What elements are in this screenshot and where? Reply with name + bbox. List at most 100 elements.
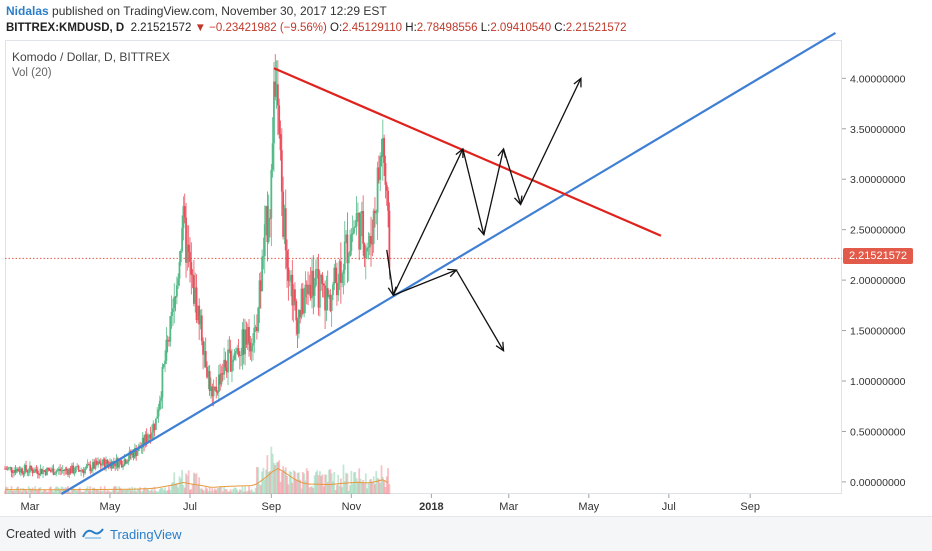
volume-bar bbox=[261, 471, 264, 494]
candle-body bbox=[124, 459, 127, 464]
candle-body bbox=[353, 227, 355, 234]
candle-body bbox=[367, 247, 370, 249]
volume-bar bbox=[119, 487, 122, 494]
volume-bar bbox=[371, 481, 374, 494]
candle-body bbox=[263, 224, 266, 256]
chart-pane[interactable] bbox=[5, 40, 842, 494]
candle-body bbox=[23, 465, 26, 475]
candle-body bbox=[76, 466, 79, 467]
volume-bar bbox=[77, 488, 80, 494]
resistance-trendline[interactable] bbox=[273, 67, 662, 237]
volume-bar bbox=[72, 487, 75, 494]
volume-bar bbox=[124, 490, 127, 494]
candle-body bbox=[250, 345, 253, 352]
volume-bar bbox=[278, 460, 281, 494]
projection-arrow-head bbox=[573, 76, 582, 88]
candle-body bbox=[122, 465, 124, 468]
candle-body bbox=[84, 468, 86, 474]
volume-bar bbox=[101, 491, 103, 494]
candle-body bbox=[195, 287, 198, 321]
y-tick-label: 0.50000000 bbox=[850, 426, 906, 438]
candle-body bbox=[52, 468, 55, 475]
volume-bar bbox=[202, 489, 204, 494]
volume-bar bbox=[5, 486, 8, 494]
volume-bar bbox=[199, 488, 202, 494]
volume-bar bbox=[44, 490, 47, 494]
volume-bar bbox=[375, 471, 378, 494]
high-label: H: bbox=[405, 22, 417, 34]
candle-body bbox=[93, 462, 96, 469]
volume-bar bbox=[152, 491, 155, 494]
volume-bar bbox=[141, 490, 144, 494]
volume-bar bbox=[381, 477, 384, 494]
volume-bar bbox=[84, 490, 86, 494]
candle-body bbox=[61, 469, 64, 471]
volume-bar bbox=[128, 487, 131, 494]
last-price: 2.21521572 bbox=[130, 22, 192, 34]
candle-body bbox=[363, 243, 366, 259]
candle-body bbox=[39, 468, 42, 476]
volume-bar bbox=[85, 488, 88, 494]
volume-bar bbox=[26, 491, 29, 494]
candle-body bbox=[275, 84, 278, 97]
candle-body bbox=[170, 311, 173, 317]
volume-bar bbox=[377, 478, 380, 494]
candle-body bbox=[355, 213, 358, 227]
volume-bar bbox=[279, 481, 282, 494]
volume-bar bbox=[223, 487, 225, 494]
volume-bar bbox=[305, 468, 308, 494]
volume-bar bbox=[200, 488, 203, 494]
close-label: C: bbox=[554, 22, 566, 34]
candle-body bbox=[73, 471, 76, 474]
y-tick-label: 1.00000000 bbox=[850, 376, 906, 388]
candle-body bbox=[32, 472, 35, 474]
publish-line: Nidalas published on TradingView.com, No… bbox=[6, 4, 387, 18]
x-tick-label: Sep bbox=[262, 501, 282, 513]
candle-body bbox=[282, 191, 285, 237]
volume-bar bbox=[320, 475, 323, 494]
volume-bar bbox=[351, 483, 354, 494]
candle-body bbox=[334, 267, 337, 283]
candle-body bbox=[72, 465, 75, 474]
volume-bar bbox=[157, 491, 160, 494]
open-label: O: bbox=[330, 22, 343, 34]
volume-bar bbox=[139, 487, 142, 494]
volume-bar bbox=[215, 490, 218, 494]
volume-bar bbox=[130, 490, 132, 494]
volume-bar bbox=[15, 487, 18, 494]
volume-bar bbox=[258, 484, 261, 494]
candle-body bbox=[71, 465, 73, 474]
volume-bar bbox=[212, 490, 215, 494]
volume-bar bbox=[161, 488, 164, 494]
price-chart[interactable]: 0.00000000 0.50000000 1.00000000 1.50000000… bbox=[0, 0, 932, 516]
volume-bar bbox=[242, 491, 245, 494]
candle-body bbox=[169, 316, 172, 342]
candle-body bbox=[326, 288, 329, 297]
candle-body bbox=[241, 329, 244, 356]
price-change: −0.23421982 (−9.56%) bbox=[209, 22, 327, 34]
volume-bar bbox=[131, 486, 134, 494]
volume-bar bbox=[334, 490, 337, 494]
volume-bar bbox=[174, 483, 177, 494]
volume-bar bbox=[185, 473, 187, 494]
candle-body bbox=[217, 374, 220, 393]
candle-body bbox=[370, 236, 372, 244]
candle-body bbox=[238, 355, 241, 357]
candle-body bbox=[22, 473, 25, 475]
candle-body bbox=[221, 373, 224, 375]
support-trendline[interactable] bbox=[60, 31, 837, 495]
candle-body bbox=[211, 386, 214, 397]
volume-bar bbox=[388, 484, 391, 494]
volume-bar bbox=[6, 487, 9, 494]
volume-bar bbox=[257, 467, 260, 494]
candle-body bbox=[300, 288, 303, 318]
candle-body bbox=[287, 267, 290, 281]
author-link[interactable]: Nidalas bbox=[6, 4, 49, 18]
volume-bar bbox=[48, 487, 51, 494]
candle-body bbox=[25, 465, 27, 471]
volume-bar bbox=[338, 485, 341, 494]
candle-body bbox=[133, 448, 136, 458]
tradingview-brand-link[interactable]: TradingView bbox=[110, 527, 182, 542]
candle-body bbox=[131, 452, 134, 456]
volume-bar bbox=[311, 486, 313, 494]
